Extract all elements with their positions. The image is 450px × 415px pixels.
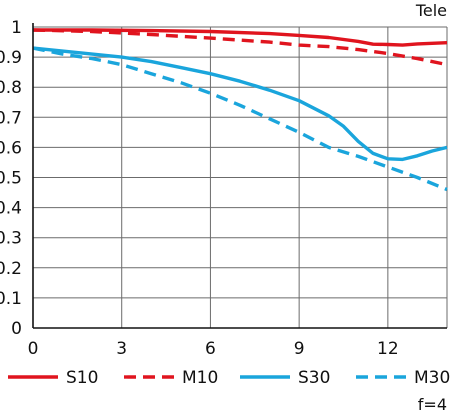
y-tick-label: 0.2	[0, 259, 22, 279]
legend: S10 M10 S30 M30	[8, 368, 450, 388]
y-tick-label: 0.7	[0, 108, 22, 128]
y-tick-label: 0.8	[0, 78, 22, 98]
series-lines	[32, 28, 448, 192]
grid	[33, 26, 448, 328]
y-tick-label: 0.4	[0, 199, 22, 219]
legend-label-m10: M10	[182, 368, 218, 388]
legend-label-m30: M30	[414, 368, 450, 388]
x-tick-label: 6	[205, 339, 216, 359]
legend-label-s10: S10	[66, 368, 98, 388]
series-line-m10	[32, 28, 448, 67]
series-line-s10	[33, 28, 448, 47]
y-tick-label: 1	[11, 18, 22, 38]
tick-labels: 0 0.1 0.2 0.3 0.4 0.5 0.6 0.7 0.8 0.9 1 0 3 6 9 12	[0, 18, 399, 359]
y-tick-label: 0	[11, 319, 22, 339]
y-tick-label: 0.1	[0, 289, 22, 309]
chart-title: Tele	[415, 1, 447, 20]
y-tick-label: 0.6	[0, 138, 22, 158]
x-tick-label: 9	[294, 339, 305, 359]
y-tick-label: 0.5	[0, 169, 22, 189]
x-tick-label: 12	[377, 339, 399, 359]
footnote-aperture: f=4	[418, 395, 447, 414]
y-tick-label: 0.9	[0, 48, 22, 68]
legend-label-s30: S30	[298, 368, 330, 388]
series-line-m30	[32, 46, 448, 192]
x-tick-label: 3	[116, 339, 127, 359]
x-tick-label: 0	[28, 339, 39, 359]
series-line-s30	[32, 46, 448, 162]
axes	[32, 23, 447, 329]
y-tick-label: 0.3	[0, 229, 22, 249]
